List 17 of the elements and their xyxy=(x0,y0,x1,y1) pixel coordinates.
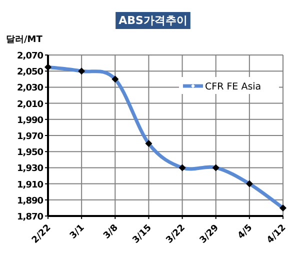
legend-label: CFR FE Asia xyxy=(205,82,262,92)
x-tick-label: 4/5 xyxy=(236,223,255,242)
y-tick-label: 1,910 xyxy=(17,180,44,190)
y-tick-label: 2,050 xyxy=(17,68,44,78)
y-tick-label: 1,890 xyxy=(17,196,44,206)
y-tick-label: 1,930 xyxy=(17,164,44,174)
y-tick-label: 1,950 xyxy=(17,148,44,158)
chart-title: ABS가격추이 xyxy=(118,14,188,27)
y-tick-label: 2,070 xyxy=(17,52,44,62)
y-tick-label: 1,970 xyxy=(17,132,44,142)
x-tick-label: 3/8 xyxy=(102,223,120,242)
x-tick-label: 3/1 xyxy=(68,223,87,242)
y-tick-label: 2,030 xyxy=(17,84,44,94)
y-tick-label: 1,870 xyxy=(17,212,44,222)
y-axis-title: 달러/MT xyxy=(6,35,44,45)
y-tick-label: 1,990 xyxy=(17,116,44,126)
y-tick-label: 2,010 xyxy=(17,100,44,110)
